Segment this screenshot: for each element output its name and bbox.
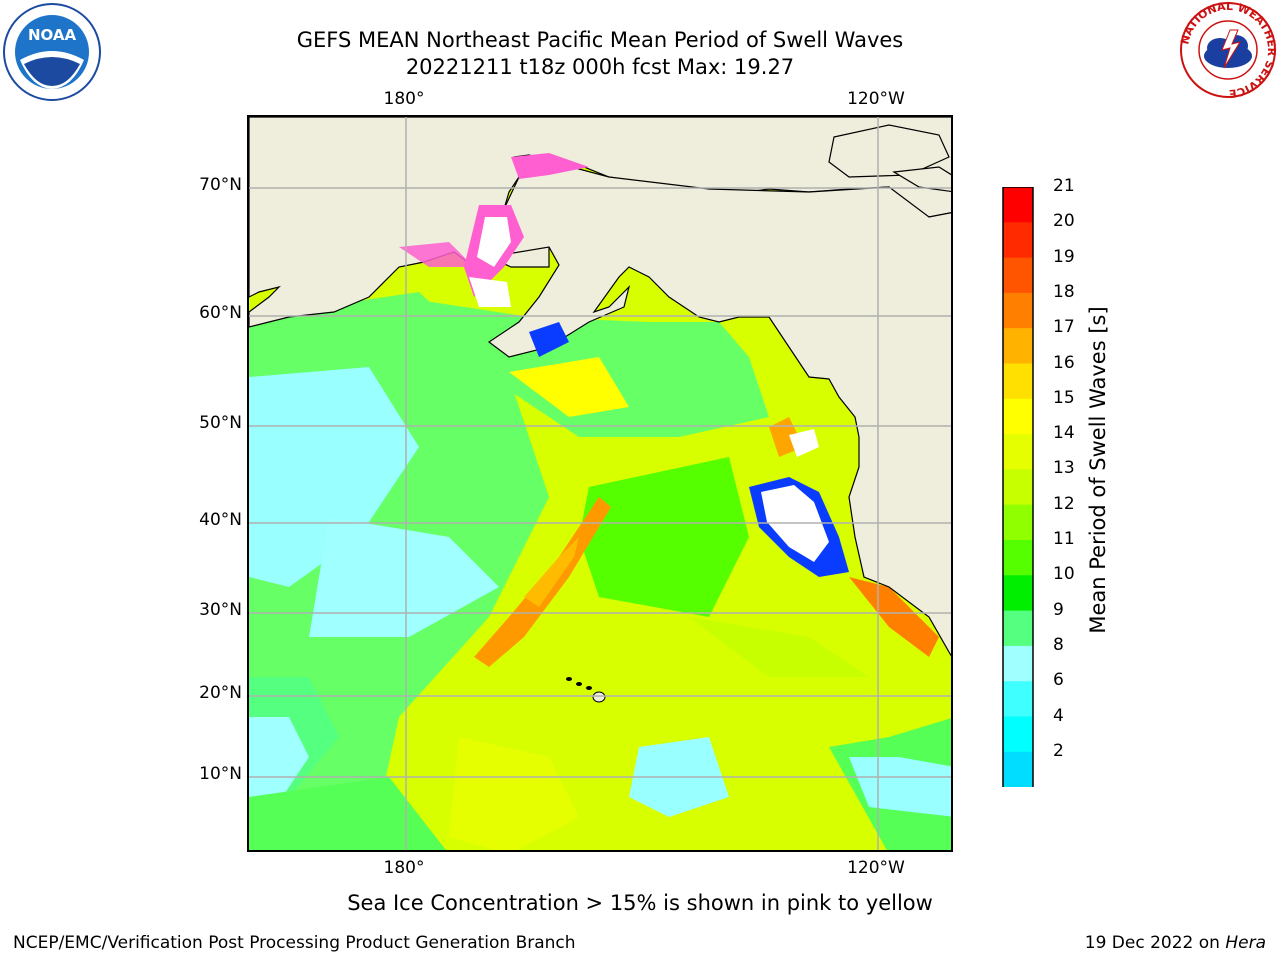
lat-label-30n: 30°N xyxy=(199,600,242,620)
colorbar-band xyxy=(1003,398,1033,435)
colorbar-tick-label: 6 xyxy=(1053,670,1064,691)
cyan-patch xyxy=(309,517,499,637)
colorbar-band xyxy=(1003,222,1033,259)
colorbar-tick-label: 14 xyxy=(1053,423,1075,444)
colorbar-band xyxy=(1003,187,1033,223)
lat-label-70n: 70°N xyxy=(199,175,242,195)
colorbar-tick-label: 20 xyxy=(1053,211,1075,232)
colorbar-tick-label: 17 xyxy=(1053,317,1075,338)
colorbar-tick-label: 11 xyxy=(1053,529,1075,549)
sea-ice-chukchi xyxy=(511,153,589,179)
central-green-region xyxy=(579,457,749,617)
colorbar-band xyxy=(1003,751,1033,788)
colorbar-band xyxy=(1003,610,1033,647)
nws-logo: NATIONAL WEATHER SERVICE xyxy=(1178,0,1278,104)
map-graticule xyxy=(249,117,951,850)
west-cyan-region xyxy=(249,367,419,587)
colorbar-tick-label: 13 xyxy=(1053,458,1075,479)
colorbar-tick-label: 9 xyxy=(1053,599,1064,620)
footer-date: 19 Dec 2022 on Hera xyxy=(1085,933,1266,953)
colorbar-tick-label: 21 xyxy=(1053,176,1075,196)
swell-period-map xyxy=(249,117,951,850)
lat-label-20n: 20°N xyxy=(199,683,242,703)
east-orange-region xyxy=(849,577,939,657)
colorbar-band xyxy=(1003,540,1033,576)
lon-label-top-120w: 120°W xyxy=(847,89,905,109)
south-green xyxy=(249,777,446,850)
colorbar-tick-label: 4 xyxy=(1053,705,1064,726)
lon-label-bottom-180: 180° xyxy=(383,858,425,878)
noaa-logo: NOAA xyxy=(2,2,102,106)
colorbar-tick-label: 19 xyxy=(1053,246,1075,267)
lat-label-50n: 50°N xyxy=(199,413,242,433)
colorbar-band xyxy=(1003,292,1033,329)
southeast-cyan xyxy=(849,757,951,817)
colorbar-label: Mean Period of Swell Waves [s] xyxy=(1086,306,1110,634)
colorbar-band xyxy=(1003,504,1033,541)
colorbar-band xyxy=(1003,716,1033,753)
footer-date-text: 19 Dec 2022 on xyxy=(1084,933,1226,953)
colorbar-band xyxy=(1003,363,1033,400)
footer-credit: NCEP/EMC/Verification Post Processing Pr… xyxy=(13,933,576,953)
lime-band xyxy=(689,617,869,677)
lat-label-10n: 10°N xyxy=(199,764,242,784)
colorbar-band xyxy=(1003,328,1033,364)
lat-label-60n: 60°N xyxy=(199,303,242,323)
sea-ice-west xyxy=(399,242,474,267)
colorbar-tick-label: 10 xyxy=(1053,564,1075,585)
colorbar-band xyxy=(1003,681,1033,717)
small-white-patch xyxy=(789,429,819,457)
sea-ice-core-2 xyxy=(469,277,511,307)
colorbar xyxy=(1000,186,1040,887)
colorbar-band xyxy=(1003,469,1033,506)
yellow-south-patch xyxy=(449,737,579,850)
footer-host: Hera xyxy=(1225,933,1266,953)
map-panel xyxy=(247,115,953,852)
colorbar-tick-label: 16 xyxy=(1053,352,1075,373)
sea-ice-core xyxy=(477,217,511,267)
southwest-cyan xyxy=(249,717,309,817)
north-yellow-patch xyxy=(509,357,629,417)
colorbar-tick-label: 18 xyxy=(1053,281,1075,302)
colorbar-band xyxy=(1003,257,1033,294)
svg-text:NOAA: NOAA xyxy=(28,26,77,44)
colorbar-tick-label: 2 xyxy=(1053,740,1064,761)
colorbar-band xyxy=(1003,645,1033,682)
hawaii-islands xyxy=(566,677,606,703)
bristol-bay-blue xyxy=(529,322,569,357)
chart-title: GEFS MEAN Northeast Pacific Mean Period … xyxy=(296,28,904,52)
colorbar-tick-label: 12 xyxy=(1053,493,1075,514)
colorbar-band xyxy=(1003,434,1033,470)
lat-label-40n: 40°N xyxy=(199,510,242,530)
orange-streak-inner xyxy=(524,537,579,607)
chart-subtitle: 20221211 t18z 000h fcst Max: 19.27 xyxy=(405,55,795,79)
lon-label-top-180: 180° xyxy=(383,89,425,109)
arctic-island xyxy=(828,124,950,178)
colorbar-tick-label: 8 xyxy=(1053,634,1064,655)
colorbar-band xyxy=(1003,575,1033,612)
colorbar-bands xyxy=(1002,186,1034,887)
lon-label-bottom-120w: 120°W xyxy=(847,858,905,878)
colorbar-tick-label: 15 xyxy=(1053,387,1075,408)
arctic-island-2 xyxy=(892,166,951,193)
sea-ice-note: Sea Ice Concentration > 15% is shown in … xyxy=(347,891,933,915)
